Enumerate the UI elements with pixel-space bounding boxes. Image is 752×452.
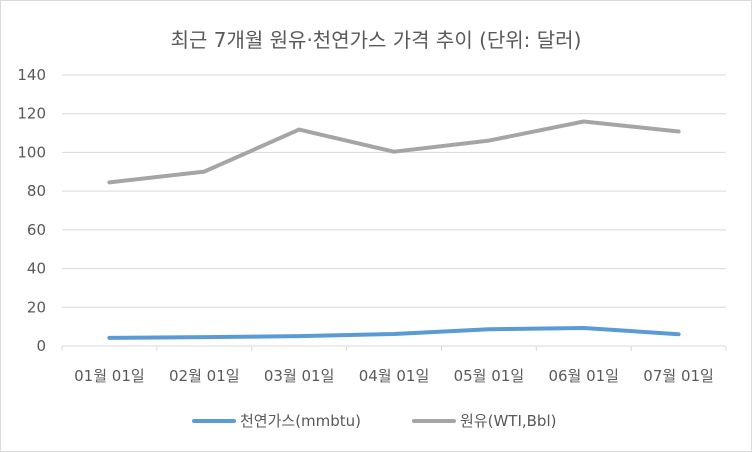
y-tick-label: 20: [27, 298, 46, 316]
legend-label: 원유(WTI,Bbl): [460, 412, 556, 430]
y-tick-label: 80: [27, 182, 46, 200]
x-tick-label: 06월 01일: [548, 367, 619, 385]
y-tick-label: 120: [17, 105, 46, 123]
x-tick-label: 01월 01일: [74, 367, 145, 385]
y-tick-label: 0: [36, 337, 46, 355]
series-line: [107, 326, 681, 340]
x-tick-label: 05월 01일: [454, 367, 525, 385]
chart-title: 최근 7개월 원유·천연가스 가격 추이 (단위: 달러): [171, 28, 582, 52]
x-tick-label: 02월 01일: [169, 367, 240, 385]
legend: 천연가스(mmbtu) 원유(WTI,Bbl): [192, 412, 556, 430]
y-tick-label: 40: [27, 260, 46, 278]
x-tick-label: 07월 01일: [643, 367, 714, 385]
y-tick-label: 60: [27, 221, 46, 239]
y-tick-label: 140: [17, 66, 46, 84]
series-lines: [107, 119, 681, 340]
x-axis-ticks: 01월 01일 02월 01일 03월 01일 04월 01일 05월 01일 06월 0…: [74, 367, 714, 385]
y-tick-label: 100: [17, 143, 46, 161]
gridlines: [61, 74, 727, 351]
series-line: [107, 119, 681, 185]
legend-label: 천연가스(mmbtu): [240, 412, 361, 430]
x-tick-label: 03월 01일: [264, 367, 335, 385]
y-axis-ticks: 0 20 40 60 80 100 120 140: [17, 66, 46, 355]
x-tick-label: 04월 01일: [359, 367, 430, 385]
